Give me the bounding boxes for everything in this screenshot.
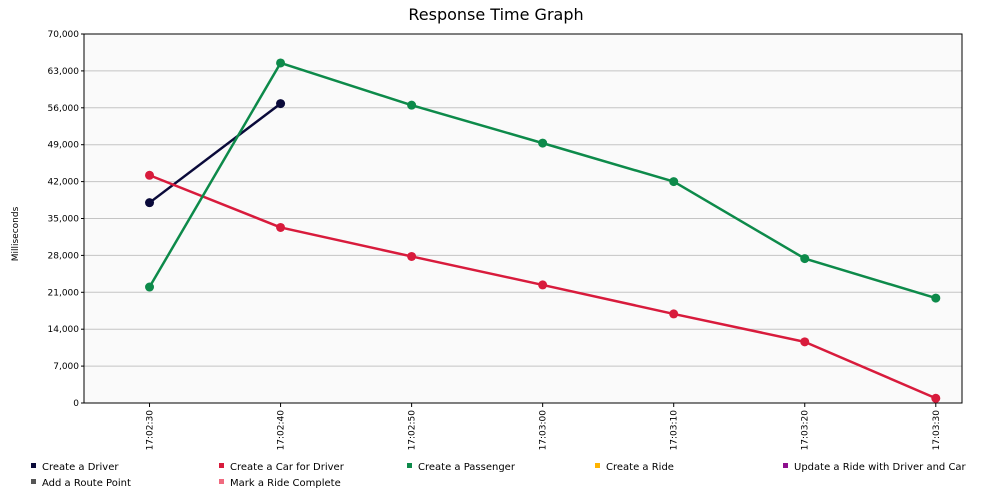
data-point-create-a-passenger: [538, 138, 548, 148]
legend-swatch-update-a-ride-with-driver-and-car: [783, 463, 788, 468]
data-point-create-a-passenger: [276, 58, 286, 68]
data-point-create-a-car-for-driver: [931, 393, 941, 403]
x-tick-label: 17:02:50: [408, 410, 418, 451]
y-tick-label: 7,000: [53, 362, 79, 372]
data-point-create-a-passenger: [931, 293, 941, 303]
legend-label-create-a-driver: Create a Driver: [42, 462, 119, 473]
data-point-create-a-car-for-driver: [145, 170, 155, 180]
x-tick-label: 17:03:10: [670, 410, 680, 451]
data-point-create-a-car-for-driver: [538, 280, 548, 290]
legend-swatch-create-a-passenger: [407, 463, 412, 468]
y-tick-label: 35,000: [48, 215, 80, 225]
data-point-create-a-passenger: [669, 177, 679, 187]
legend-label-create-a-car-for-driver: Create a Car for Driver: [230, 462, 345, 473]
chart-title: Response Time Graph: [408, 5, 583, 24]
legend: Create a Driver Create a Car for Driver Cr…: [31, 462, 967, 489]
x-tick-label: 17:03:00: [539, 410, 549, 451]
data-point-create-a-car-for-driver: [407, 251, 417, 261]
y-axis-label: Milliseconds: [11, 206, 21, 261]
legend-label-update-a-ride-with-driver-and-car: Update a Ride with Driver and Car: [794, 462, 967, 473]
x-tick-label: 17:03:20: [801, 410, 811, 451]
x-tick-label: 17:02:30: [146, 410, 156, 451]
legend-label-create-a-ride: Create a Ride: [606, 462, 674, 473]
data-point-create-a-car-for-driver: [800, 337, 810, 347]
y-tick-label: 49,000: [48, 141, 80, 151]
legend-swatch-mark-a-ride-complete: [219, 479, 224, 484]
legend-swatch-add-a-route-point: [31, 479, 36, 484]
legend-label-create-a-passenger: Create a Passenger: [418, 462, 516, 473]
legend-swatch-create-a-car-for-driver: [219, 463, 224, 468]
plot-area: 0 7,000 14,000 21,000 28,000 35,000 42,000 49,0…: [48, 30, 963, 450]
legend-swatch-create-a-ride: [595, 463, 600, 468]
legend-label-add-a-route-point: Add a Route Point: [42, 478, 131, 489]
data-point-create-a-driver: [145, 198, 155, 208]
data-point-create-a-driver: [276, 99, 286, 109]
series-line-create-a-driver: [148, 102, 282, 204]
y-tick-label: 21,000: [48, 288, 80, 298]
data-point-create-a-car-for-driver: [669, 309, 679, 319]
x-tick-label: 17:03:30: [932, 410, 942, 451]
y-tick-label: 63,000: [48, 67, 80, 77]
y-tick-label: 28,000: [48, 251, 80, 261]
y-tick-label: 42,000: [48, 178, 80, 188]
data-point-create-a-passenger: [145, 282, 155, 292]
legend-swatch-create-a-driver: [31, 463, 36, 468]
y-tick-label: 56,000: [48, 104, 80, 114]
x-tick-label: 17:02:40: [277, 410, 287, 451]
data-point-create-a-car-for-driver: [276, 222, 286, 232]
y-tick-label: 70,000: [48, 30, 80, 40]
data-point-create-a-passenger: [407, 100, 417, 110]
data-point-create-a-passenger: [800, 254, 810, 264]
y-tick-label: 14,000: [48, 325, 80, 335]
legend-label-mark-a-ride-complete: Mark a Ride Complete: [230, 478, 341, 489]
y-tick-label: 0: [73, 399, 79, 409]
